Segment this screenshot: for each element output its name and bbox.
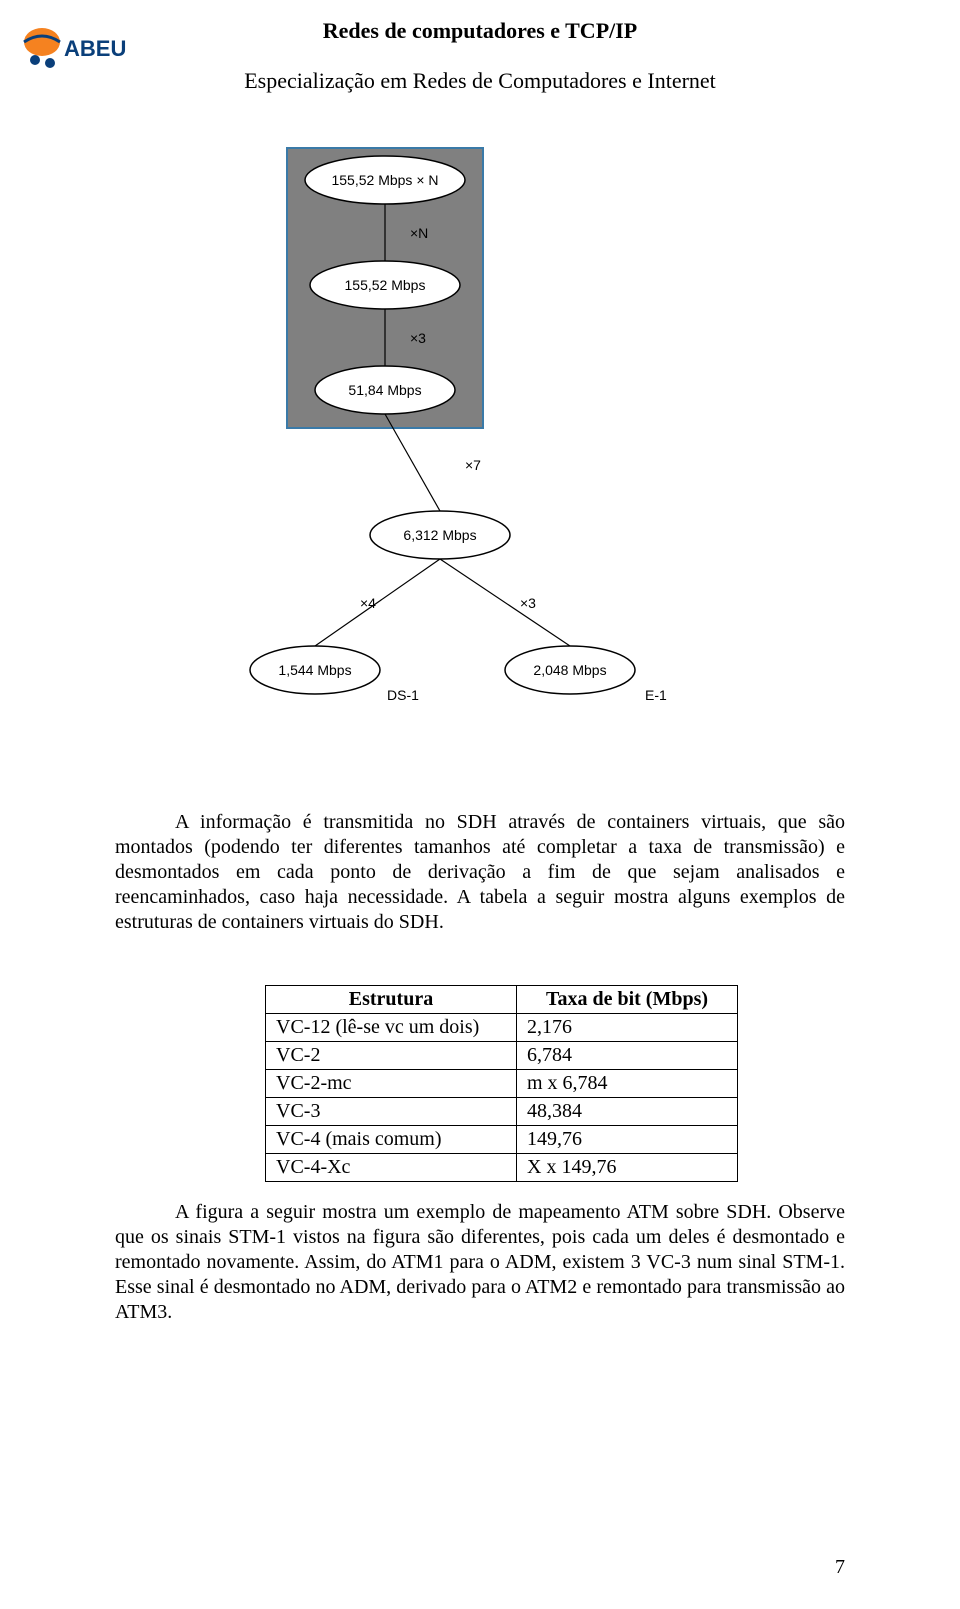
paragraph-2: A figura a seguir mostra um exemplo de m… bbox=[115, 1200, 845, 1325]
table-cell: VC-3 bbox=[266, 1098, 517, 1126]
page-number: 7 bbox=[835, 1556, 845, 1579]
svg-text:51,84 Mbps: 51,84 Mbps bbox=[348, 382, 421, 398]
table-cell: 48,384 bbox=[517, 1098, 738, 1126]
table-row: VC-2-mcm x 6,784 bbox=[266, 1070, 738, 1098]
table-cell: 2,176 bbox=[517, 1014, 738, 1042]
svg-text:2,048 Mbps: 2,048 Mbps bbox=[533, 662, 606, 678]
table-row: VC-26,784 bbox=[266, 1042, 738, 1070]
table-cell: VC-4-Xc bbox=[266, 1154, 517, 1182]
svg-text:155,52 Mbps: 155,52 Mbps bbox=[345, 277, 426, 293]
svg-text:×4: ×4 bbox=[360, 595, 376, 611]
table-cell: VC-4 (mais comum) bbox=[266, 1126, 517, 1154]
svg-text:×3: ×3 bbox=[520, 595, 536, 611]
page: ABEU Redes de computadores e TCP/IP Espe… bbox=[0, 0, 960, 1609]
table-cell: X x 149,76 bbox=[517, 1154, 738, 1182]
header-title-1: Redes de computadores e TCP/IP bbox=[0, 18, 960, 44]
table-row: VC-348,384 bbox=[266, 1098, 738, 1126]
svg-text:×7: ×7 bbox=[465, 457, 481, 473]
hierarchy-diagram: ×N ×3 ×7 ×4 ×3 155,52 Mbps × N 155,52 Mbps 51,8… bbox=[245, 130, 715, 725]
vc-table: EstruturaTaxa de bit (Mbps)VC-12 (lê-se … bbox=[265, 985, 738, 1182]
table-row: VC-4 (mais comum)149,76 bbox=[266, 1126, 738, 1154]
svg-text:1,544 Mbps: 1,544 Mbps bbox=[278, 662, 351, 678]
table-header: Taxa de bit (Mbps) bbox=[517, 986, 738, 1014]
svg-text:155,52 Mbps × N: 155,52 Mbps × N bbox=[331, 172, 438, 188]
svg-text:DS-1: DS-1 bbox=[387, 687, 419, 703]
diagram-svg: ×N ×3 ×7 ×4 ×3 155,52 Mbps × N 155,52 Mbps 51,8… bbox=[245, 130, 715, 720]
svg-text:6,312 Mbps: 6,312 Mbps bbox=[403, 527, 476, 543]
svg-text:×N: ×N bbox=[410, 225, 428, 241]
table-cell: m x 6,784 bbox=[517, 1070, 738, 1098]
header-title-2: Especialização em Redes de Computadores … bbox=[0, 68, 960, 94]
table-cell: 6,784 bbox=[517, 1042, 738, 1070]
paragraph-1: A informação é transmitida no SDH atravé… bbox=[115, 810, 845, 935]
table-cell: VC-2 bbox=[266, 1042, 517, 1070]
table-row: VC-4-XcX x 149,76 bbox=[266, 1154, 738, 1182]
table-header: Estrutura bbox=[266, 986, 517, 1014]
table-cell: VC-12 (lê-se vc um dois) bbox=[266, 1014, 517, 1042]
svg-text:E-1: E-1 bbox=[645, 687, 667, 703]
table-row: VC-12 (lê-se vc um dois)2,176 bbox=[266, 1014, 738, 1042]
table-cell: VC-2-mc bbox=[266, 1070, 517, 1098]
table-cell: 149,76 bbox=[517, 1126, 738, 1154]
svg-text:×3: ×3 bbox=[410, 330, 426, 346]
